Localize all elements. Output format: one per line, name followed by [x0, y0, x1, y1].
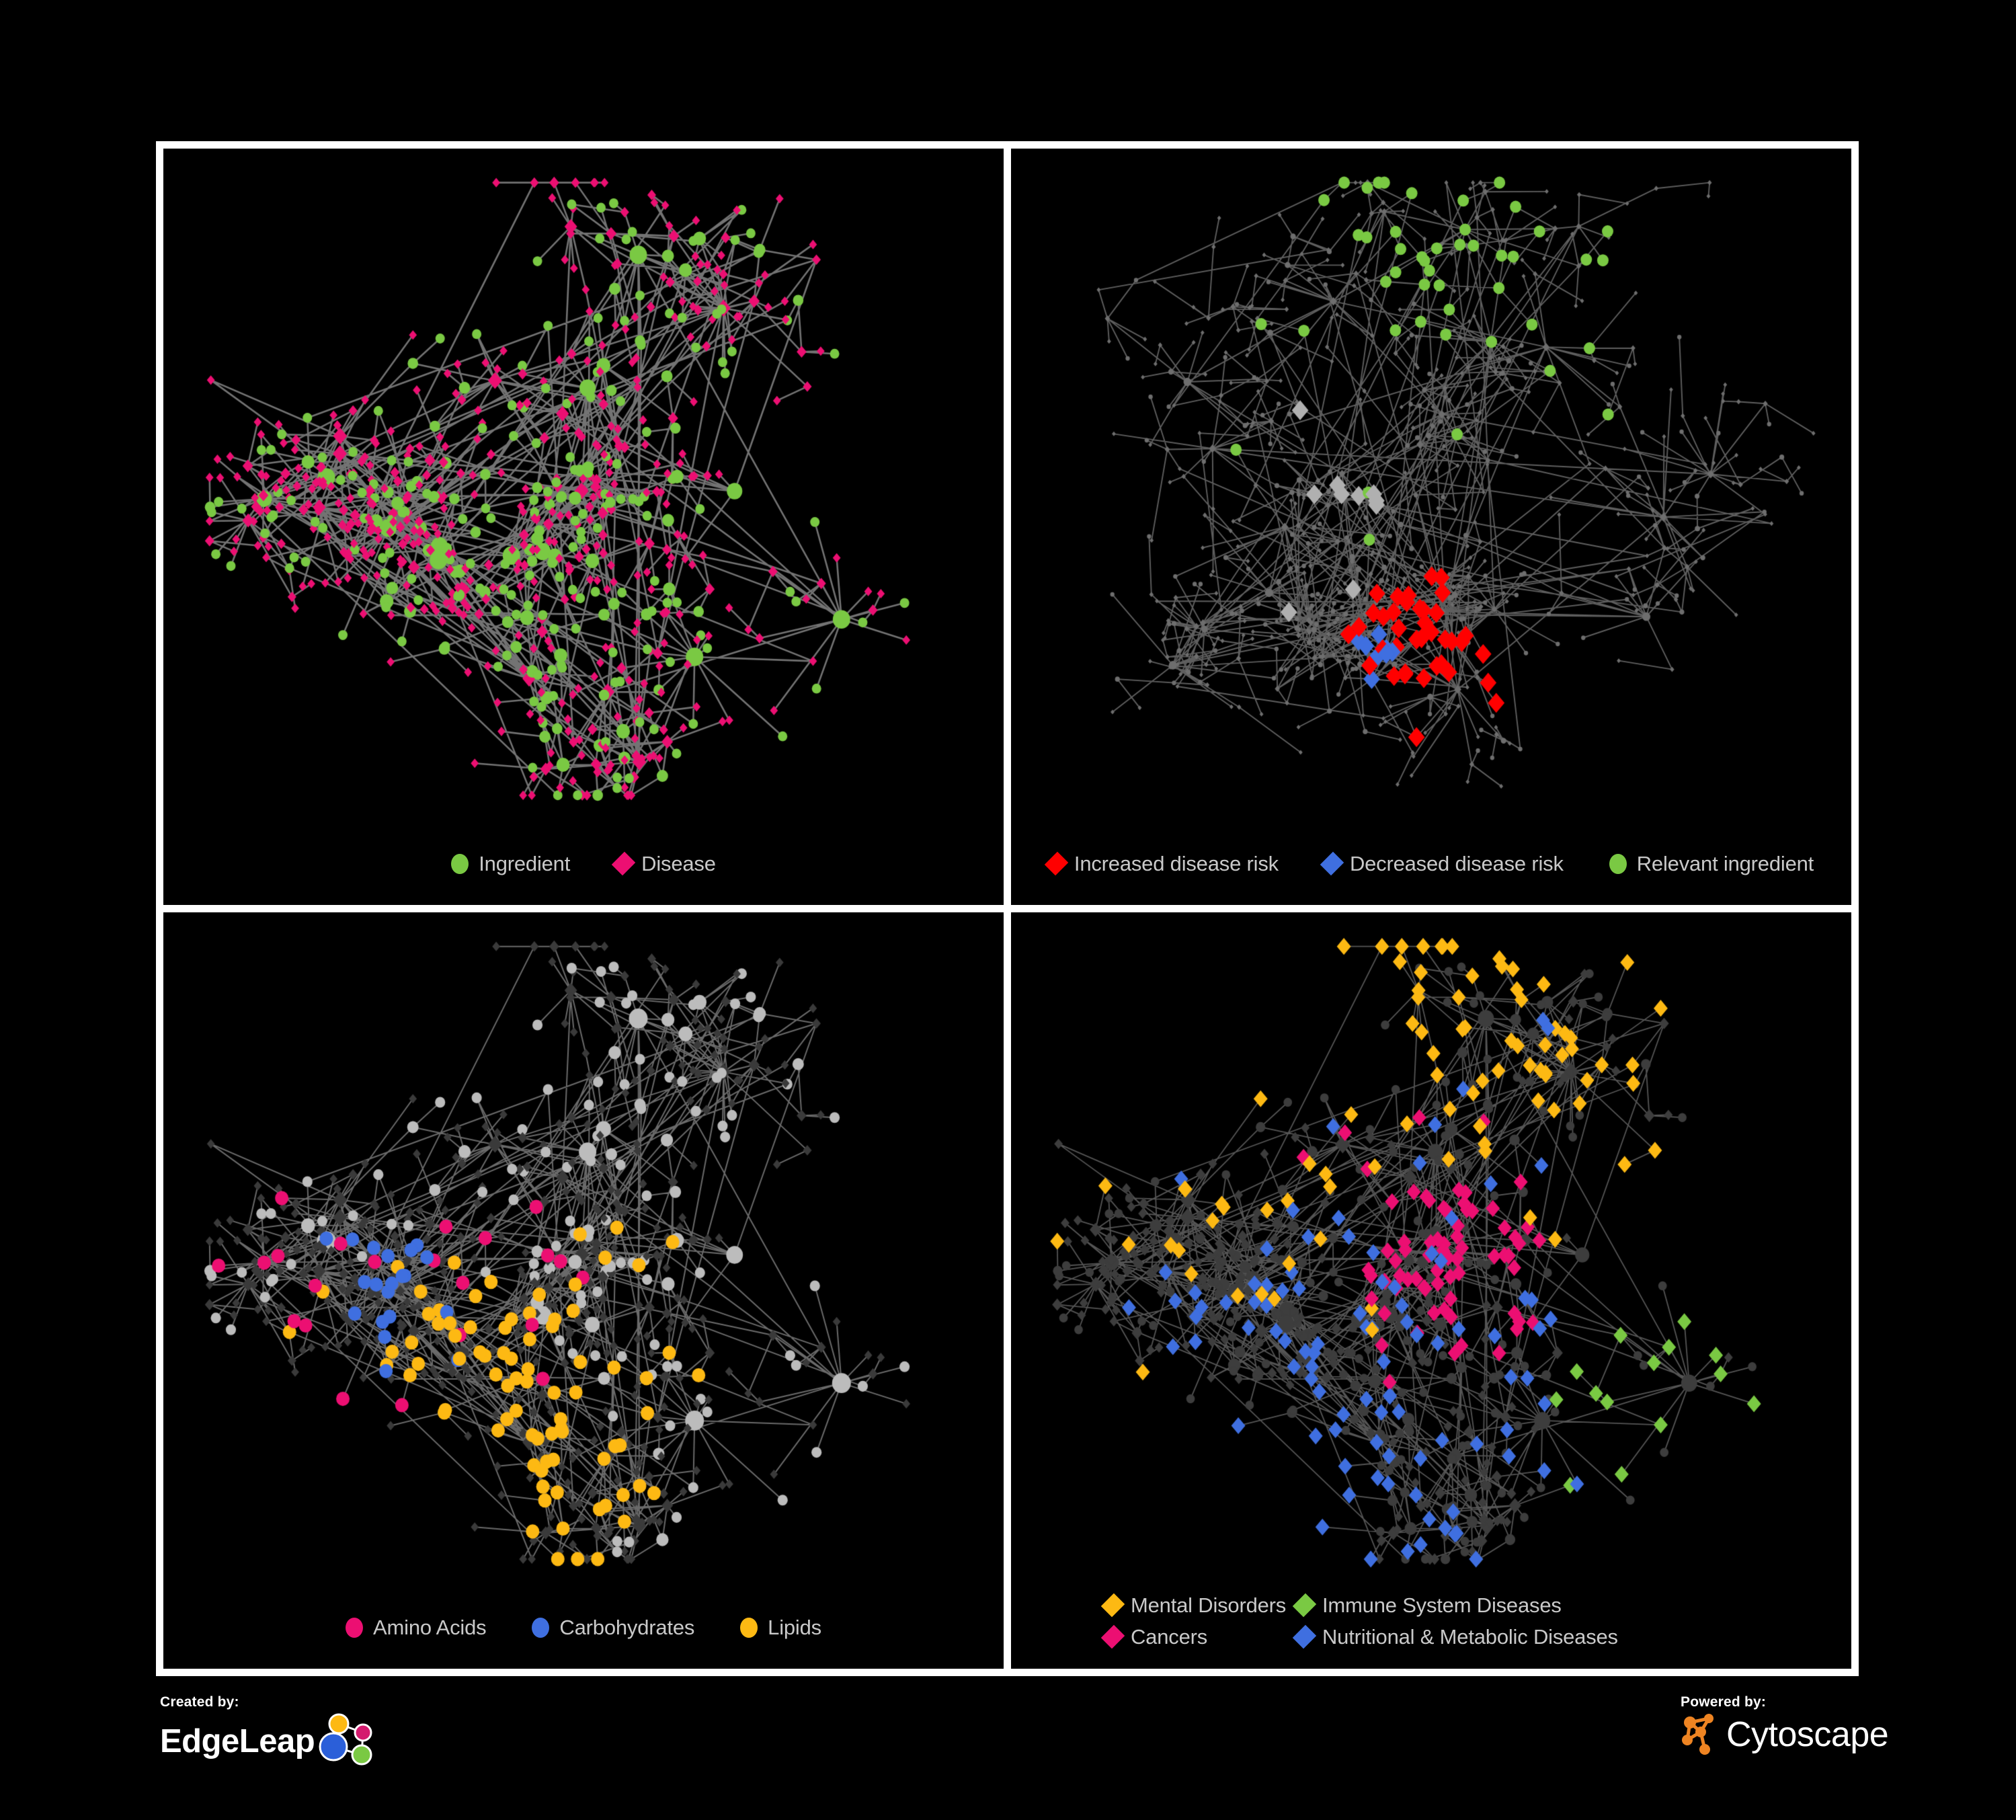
panel-divider-vertical-top: [1004, 149, 1011, 905]
legend-row: Cancers Nutritional & Metabolic Diseases: [1100, 1624, 1851, 1649]
legend-row: Amino Acids Carbohydrates Lipids: [163, 1617, 1004, 1638]
legend-label: Carbohydrates: [559, 1616, 695, 1639]
legend-item-nutritional-metabolic-diseases[interactable]: Nutritional & Metabolic Diseases: [1292, 1624, 1618, 1649]
panel-ingredient-class-network[interactable]: Amino Acids Carbohydrates Lipids: [163, 912, 1004, 1669]
legend-label: Amino Acids: [373, 1616, 487, 1639]
legend-item-disease[interactable]: Disease: [611, 851, 716, 876]
network-canvas-disease-risk[interactable]: [1011, 149, 1851, 905]
legend-disease-risk: Increased disease risk Decreased disease …: [1011, 851, 1851, 876]
legend-label: Relevant ingredient: [1636, 852, 1814, 875]
legend-swatch-circle: [1609, 853, 1627, 874]
legend-disease-category: Mental Disorders Immune System Diseases Ca…: [1011, 1593, 1851, 1649]
network-canvas-ingredient-class[interactable]: [163, 912, 1004, 1669]
legend-label: Disease: [641, 852, 716, 875]
legend-item-decreased-disease-risk[interactable]: Decreased disease risk: [1320, 851, 1564, 876]
legend-swatch-diamond: [1320, 851, 1344, 876]
edgeleap-wordmark: EdgeLeap: [160, 1723, 315, 1759]
legend-ingredient-disease: Ingredient Disease: [163, 851, 1004, 876]
legend-item-mental-disorders[interactable]: Mental Disorders: [1100, 1593, 1297, 1618]
legend-label: Decreased disease risk: [1349, 852, 1564, 875]
legend-label: Lipids: [768, 1616, 821, 1639]
legend-swatch-diamond: [1292, 1624, 1317, 1649]
legend-item-increased-disease-risk[interactable]: Increased disease risk: [1044, 851, 1279, 876]
cytoscape-logo[interactable]: Cytoscape: [1681, 1713, 1889, 1756]
legend-label: Immune System Diseases: [1322, 1593, 1562, 1617]
panel-divider-horizontal-right: [1011, 905, 1851, 912]
legend-swatch-diamond: [1292, 1593, 1317, 1618]
legend-item-ingredient[interactable]: Ingredient: [451, 853, 570, 874]
brand-created-by: Created by: EdgeLeap: [160, 1694, 376, 1770]
powered-by-kicker: Powered by:: [1681, 1694, 1767, 1710]
brand-powered-by: Powered by: Cytoscape: [1681, 1694, 1889, 1756]
legend-item-relevant-ingredient[interactable]: Relevant ingredient: [1609, 853, 1814, 874]
legend-item-amino-acids[interactable]: Amino Acids: [346, 1616, 487, 1639]
network-canvas-disease-category[interactable]: [1011, 912, 1851, 1669]
legend-label: Ingredient: [479, 852, 571, 875]
legend-ingredient-class: Amino Acids Carbohydrates Lipids: [163, 1617, 1004, 1638]
panel-divider-vertical-bottom: [1004, 912, 1011, 1669]
legend-label: Mental Disorders: [1131, 1593, 1287, 1617]
panel-disease-category-network[interactable]: Mental Disorders Immune System Diseases Ca…: [1011, 912, 1851, 1669]
legend-swatch-circle: [532, 1617, 550, 1638]
created-by-kicker: Created by:: [160, 1694, 239, 1710]
panel-disease-risk-network[interactable]: Increased disease risk Decreased disease …: [1011, 149, 1851, 905]
edgeleap-node-graph-icon: [319, 1713, 372, 1766]
legend-label: Nutritional & Metabolic Diseases: [1322, 1625, 1618, 1649]
legend-swatch-circle: [346, 1617, 364, 1638]
panel-divider-center: [1004, 905, 1011, 912]
panel-divider-horizontal-left: [163, 905, 1004, 912]
legend-swatch-circle: [740, 1617, 758, 1638]
legend-item-cancers[interactable]: Cancers: [1100, 1624, 1297, 1649]
cytoscape-network-icon: [1682, 1714, 1713, 1755]
edgeleap-logo[interactable]: EdgeLeap: [160, 1713, 376, 1770]
legend-item-lipids[interactable]: Lipids: [740, 1617, 821, 1638]
legend-label: Increased disease risk: [1074, 852, 1279, 875]
network-canvas-ingredient-disease[interactable]: [163, 149, 1004, 905]
legend-item-immune-system-diseases[interactable]: Immune System Diseases: [1292, 1593, 1562, 1618]
legend-swatch-circle: [451, 853, 469, 874]
legend-swatch-diamond: [1044, 851, 1069, 876]
legend-row: Increased disease risk Decreased disease …: [1011, 851, 1851, 876]
legend-row: Mental Disorders Immune System Diseases: [1100, 1593, 1851, 1618]
cytoscape-wordmark: Cytoscape: [1726, 1715, 1889, 1754]
legend-label: Cancers: [1131, 1625, 1208, 1649]
legend-swatch-diamond: [1100, 1624, 1125, 1649]
legend-swatch-diamond: [1100, 1593, 1125, 1618]
legend-swatch-diamond: [611, 851, 636, 876]
panel-ingredient-disease-network[interactable]: Ingredient Disease: [163, 149, 1004, 905]
legend-row: Ingredient Disease: [163, 851, 1004, 876]
panel-grid: Ingredient Disease Increased disease risk…: [156, 141, 1859, 1676]
legend-item-carbohydrates[interactable]: Carbohydrates: [532, 1617, 694, 1638]
